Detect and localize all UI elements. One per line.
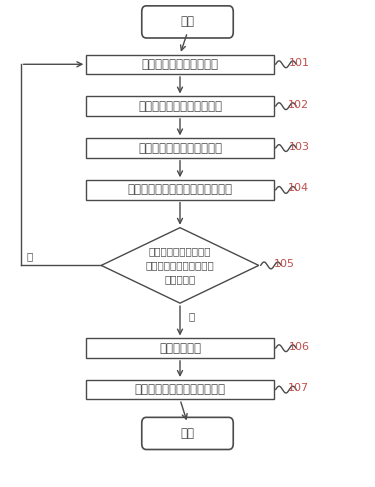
Text: 107: 107 <box>288 383 309 393</box>
Bar <box>86 180 274 200</box>
Text: 将使用量指标数据与动
态使用量上、下限预警阈
值进行比较: 将使用量指标数据与动 态使用量上、下限预警阈 值进行比较 <box>146 246 214 284</box>
Text: 运行化学品监控报警系统: 运行化学品监控报警系统 <box>141 58 219 71</box>
Bar <box>86 96 274 116</box>
Text: 105: 105 <box>273 259 294 269</box>
Polygon shape <box>101 228 259 303</box>
FancyBboxPatch shape <box>142 417 233 450</box>
Text: 继续运行化学品监控报警系统: 继续运行化学品监控报警系统 <box>135 383 225 396</box>
Text: 发送预警信息: 发送预警信息 <box>159 342 201 355</box>
Text: 结束: 结束 <box>180 427 195 440</box>
Text: 开始: 开始 <box>180 16 195 28</box>
Bar <box>86 380 274 399</box>
Text: 设置动态使用量上、下限预警阈值: 设置动态使用量上、下限预警阈值 <box>128 184 232 196</box>
Text: 否: 否 <box>188 311 194 321</box>
Text: 106: 106 <box>288 342 309 352</box>
Text: 101: 101 <box>288 58 309 68</box>
Text: 102: 102 <box>288 100 309 110</box>
FancyBboxPatch shape <box>142 6 233 38</box>
Text: 采集化学品使用量指标数据: 采集化学品使用量指标数据 <box>138 100 222 112</box>
Bar <box>86 338 274 358</box>
Text: 103: 103 <box>288 142 309 151</box>
Text: 是: 是 <box>27 252 33 262</box>
Bar <box>86 138 274 158</box>
Text: 计算动态使用量预警基准值: 计算动态使用量预警基准值 <box>138 142 222 154</box>
Bar <box>86 55 274 74</box>
Text: 104: 104 <box>288 184 309 193</box>
